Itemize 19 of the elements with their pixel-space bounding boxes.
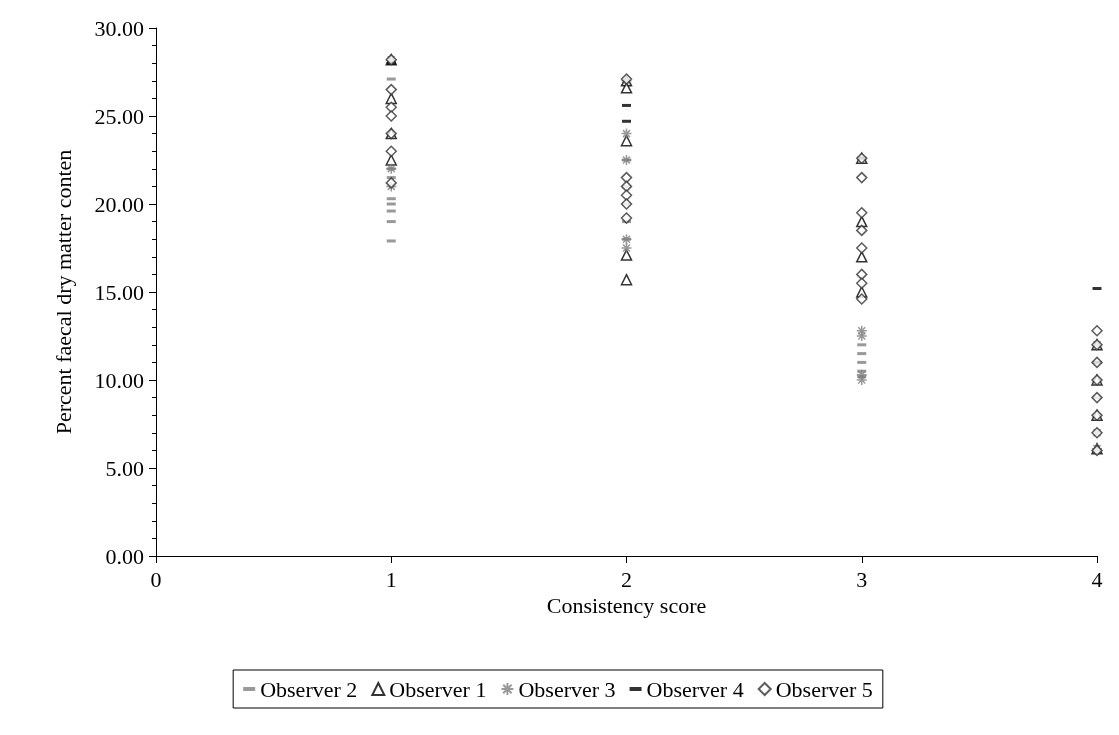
legend-label: Observer 4 [646, 676, 744, 702]
y-tick-label: 10.00 [94, 367, 144, 393]
x-tick-label: 4 [1091, 566, 1103, 592]
legend-label: Observer 2 [260, 676, 358, 702]
y-tick-label: 25.00 [94, 103, 144, 129]
y-tick-label: 20.00 [94, 191, 144, 217]
x-axis-title: Consistency score [546, 593, 707, 619]
y-axis-title: Percent faecal dry matter conten [50, 149, 76, 435]
y-tick-label: 15.00 [94, 279, 144, 305]
legend-label: Observer 3 [518, 676, 616, 702]
y-tick-label: 5.00 [105, 455, 144, 481]
legend-label: Observer 5 [775, 676, 873, 702]
y-tick-label: 0.00 [105, 543, 144, 569]
x-tick-label: 1 [385, 566, 397, 592]
x-tick-label: 2 [621, 566, 632, 592]
y-tick-label: 30.00 [94, 15, 144, 41]
x-tick-label: 0 [150, 566, 162, 592]
x-tick-label: 3 [856, 566, 868, 592]
legend-label: Observer 1 [389, 676, 487, 702]
